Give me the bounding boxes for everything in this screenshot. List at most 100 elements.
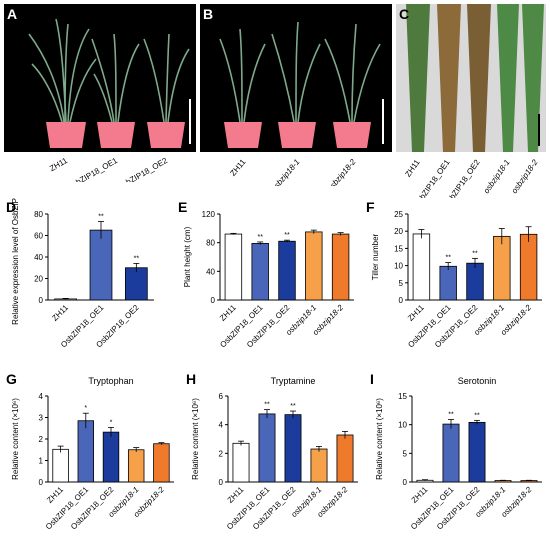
panel-b-photo: B	[200, 4, 392, 152]
y-tick-label: 0	[399, 296, 404, 305]
y-tick-label: 2	[219, 449, 224, 458]
panel-a-label: A	[7, 6, 18, 22]
panel-c-photo: C	[396, 4, 546, 152]
bar-osbzip18-oe2	[466, 262, 484, 301]
bar-osbzip18-oe1	[77, 420, 95, 483]
panel-d-letter: D	[6, 199, 16, 215]
y-tick-label: 5	[403, 449, 408, 458]
chart-title: Serotonin	[458, 376, 497, 386]
significance-mark: **	[448, 412, 454, 419]
significance-mark: **	[290, 403, 296, 410]
y-tick-label: 20	[34, 275, 43, 284]
bar-osbzip18-oe2	[278, 240, 296, 301]
bar-osbzip18-oe1	[442, 423, 460, 483]
panel-c-cat-4: osbzip18-1	[482, 158, 512, 195]
category-label: ZH11	[45, 485, 65, 505]
bar-zh11	[412, 233, 431, 301]
y-tick-label: 0	[39, 296, 44, 305]
bar-osbzip18-oe1	[258, 413, 276, 483]
y-tick-label: 2	[39, 435, 44, 444]
significance-mark: **	[98, 214, 104, 221]
bar-osbzip18-1	[305, 231, 323, 301]
bar-osbzip18-2	[519, 233, 538, 301]
y-tick-label: 40	[34, 253, 43, 262]
panel-h-letter: H	[186, 371, 196, 387]
panel-c-leaves	[406, 4, 544, 152]
bar-osbzip18-oe1	[439, 265, 457, 301]
significance-mark: **	[284, 232, 290, 239]
bar-osbzip18-oe1	[89, 229, 113, 301]
y-tick-label: 80	[206, 239, 215, 248]
bar-osbzip18-oe2	[102, 431, 120, 483]
significance-mark: **	[445, 255, 451, 262]
y-axis-label: Relative content (×10⁶)	[11, 398, 20, 480]
y-tick-label: 6	[219, 392, 224, 401]
chart-title: Tryptophan	[88, 376, 133, 386]
bar-osbzip18-oe2	[468, 421, 486, 483]
category-label: ZH11	[50, 303, 70, 323]
bar-zh11	[224, 233, 243, 301]
panel-a-categories: ZH11 OsbZIP18_OE1 OsbZIP18_OE2	[48, 156, 170, 182]
y-axis-label: Relative content (×10⁶)	[375, 398, 384, 480]
panel-c-categories: ZH11 OsbZIP18_OE1 OsbZIP18_OE2 osbzip18-…	[403, 158, 540, 198]
category-label: ZH11	[226, 485, 246, 505]
panel-b-plants	[219, 21, 384, 148]
bar-osbzip18-1	[310, 448, 328, 483]
category-label: ZH11	[218, 303, 238, 323]
y-tick-label: 1	[39, 457, 44, 466]
y-tick-label: 3	[39, 414, 44, 423]
bar-zh11	[52, 448, 69, 483]
significance-mark: *	[84, 405, 87, 412]
chart-h: H Tryptamine Relative content (×10⁶) 0 2 4 6 ZH…	[186, 371, 358, 531]
panel-c-cat-5: osbzip18-2	[510, 158, 540, 196]
panel-a-photo: A	[4, 4, 196, 152]
chart-title: Tryptamine	[271, 376, 316, 386]
chart-g: G Tryptophan Relative content (×10⁶) 0 1 2 3 4 Z…	[6, 371, 174, 531]
bar-osbzip18-1	[127, 449, 145, 483]
panel-g-letter: G	[6, 371, 17, 387]
y-tick-label: 80	[34, 210, 43, 219]
bar-osbzip18-oe2	[124, 267, 148, 301]
panel-b-label: B	[203, 6, 214, 22]
y-tick-label: 120	[202, 210, 216, 219]
y-tick-label: 10	[394, 262, 403, 271]
y-tick-label: 0	[211, 296, 216, 305]
y-tick-label: 0	[219, 478, 224, 487]
y-axis-label: Relative expression level of OsbZIP18	[11, 198, 20, 325]
significance-mark: **	[134, 255, 140, 262]
bar-osbzip18-oe1	[251, 242, 269, 301]
y-tick-label: 4	[219, 421, 224, 430]
bar-osbzip18-1	[493, 235, 511, 301]
y-tick-label: 60	[34, 232, 43, 241]
category-label: ZH11	[410, 485, 430, 505]
y-tick-label: 40	[206, 267, 215, 276]
panel-b-cat-1: ZH11	[228, 157, 247, 178]
y-tick-label: 4	[39, 392, 44, 401]
y-tick-label: 5	[399, 279, 404, 288]
bar-osbzip18-2	[331, 233, 350, 301]
y-tick-label: 20	[394, 227, 403, 236]
y-tick-label: 15	[398, 392, 407, 401]
panel-b-cat-3: osbzip18-2	[325, 157, 357, 186]
y-tick-label: 10	[398, 421, 407, 430]
significance-mark: **	[472, 250, 478, 257]
bar-osbzip18-2	[153, 443, 170, 483]
y-axis-label: Relative content (×10⁶)	[191, 398, 200, 480]
bar-zh11	[232, 442, 250, 483]
significance-mark: **	[257, 234, 263, 241]
panel-b-cat-2: osbzip18-1	[269, 158, 301, 186]
y-tick-label: 15	[394, 244, 403, 253]
panel-b-categories: ZH11 osbzip18-1 osbzip18-2	[228, 157, 357, 186]
panel-c-cat-1: ZH11	[403, 158, 422, 179]
panel-a-plants	[28, 18, 191, 148]
y-tick-label: 0	[39, 478, 44, 487]
panel-c-label: C	[399, 6, 410, 22]
panel-a-cat-3: OsbZIP18_OE2	[116, 156, 170, 182]
y-tick-label: 25	[394, 210, 403, 219]
panel-i-letter: I	[370, 371, 374, 387]
significance-mark: *	[110, 419, 113, 426]
